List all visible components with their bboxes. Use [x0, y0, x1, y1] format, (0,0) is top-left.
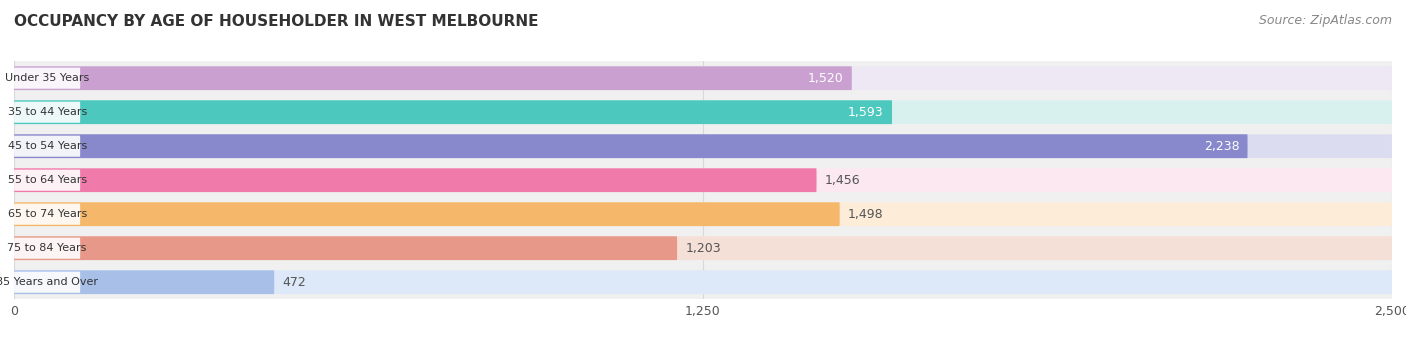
Text: 1,498: 1,498: [848, 208, 883, 221]
Text: 35 to 44 Years: 35 to 44 Years: [7, 107, 87, 117]
Text: 65 to 74 Years: 65 to 74 Years: [7, 209, 87, 219]
FancyBboxPatch shape: [14, 136, 80, 157]
FancyBboxPatch shape: [14, 68, 80, 89]
FancyBboxPatch shape: [14, 272, 80, 293]
FancyBboxPatch shape: [14, 236, 1392, 260]
FancyBboxPatch shape: [14, 168, 1392, 192]
FancyBboxPatch shape: [14, 168, 817, 192]
FancyBboxPatch shape: [14, 102, 80, 123]
Text: 1,593: 1,593: [848, 106, 884, 119]
FancyBboxPatch shape: [14, 100, 1392, 124]
FancyBboxPatch shape: [14, 270, 274, 294]
Text: 472: 472: [283, 276, 307, 289]
FancyBboxPatch shape: [14, 170, 80, 191]
Text: 1,520: 1,520: [808, 72, 844, 85]
Text: 45 to 54 Years: 45 to 54 Years: [7, 141, 87, 151]
FancyBboxPatch shape: [14, 270, 1392, 294]
Text: OCCUPANCY BY AGE OF HOUSEHOLDER IN WEST MELBOURNE: OCCUPANCY BY AGE OF HOUSEHOLDER IN WEST …: [14, 14, 538, 29]
FancyBboxPatch shape: [14, 100, 891, 124]
FancyBboxPatch shape: [14, 66, 1392, 90]
FancyBboxPatch shape: [14, 204, 80, 225]
Text: 1,203: 1,203: [685, 242, 721, 255]
FancyBboxPatch shape: [14, 238, 80, 259]
FancyBboxPatch shape: [14, 66, 852, 90]
Text: 85 Years and Over: 85 Years and Over: [0, 277, 98, 287]
Text: Under 35 Years: Under 35 Years: [6, 73, 89, 83]
FancyBboxPatch shape: [14, 236, 678, 260]
Text: 75 to 84 Years: 75 to 84 Years: [7, 243, 87, 253]
FancyBboxPatch shape: [14, 134, 1392, 158]
Text: 55 to 64 Years: 55 to 64 Years: [7, 175, 87, 185]
Text: 2,238: 2,238: [1204, 140, 1239, 153]
FancyBboxPatch shape: [14, 134, 1247, 158]
FancyBboxPatch shape: [14, 202, 1392, 226]
FancyBboxPatch shape: [14, 202, 839, 226]
Text: 1,456: 1,456: [825, 174, 860, 187]
Text: Source: ZipAtlas.com: Source: ZipAtlas.com: [1258, 14, 1392, 27]
